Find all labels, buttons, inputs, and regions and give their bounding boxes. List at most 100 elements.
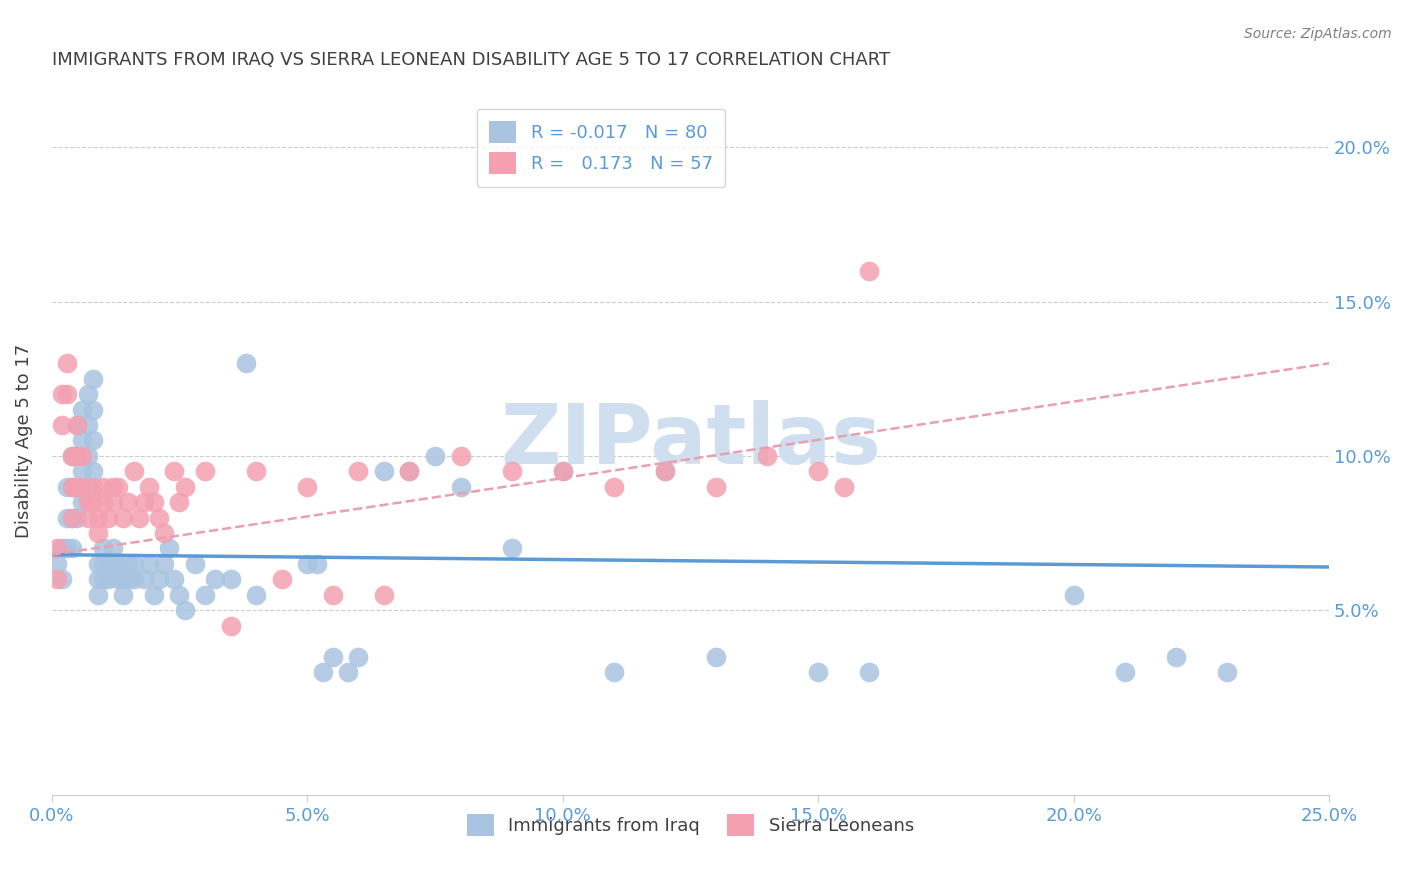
Point [122, 557, 145, 571]
Point [82, 495, 104, 509]
Point [107, 557, 129, 571]
Point [501, 464, 523, 478]
Point [101, 480, 124, 494]
Point [82, 434, 104, 448]
Point [204, 572, 226, 586]
Point [163, 464, 186, 478]
Point [112, 572, 135, 586]
Point [97, 557, 120, 571]
Text: IMMIGRANTS FROM IRAQ VS SIERRA LEONEAN DISABILITY AGE 5 TO 17 CORRELATION CHART: IMMIGRANTS FROM IRAQ VS SIERRA LEONEAN D… [52, 51, 890, 69]
Point [60, 510, 83, 524]
Point [87, 526, 110, 541]
Point [235, 356, 257, 370]
Point [858, 263, 880, 277]
Point [654, 464, 676, 478]
Point [173, 480, 195, 494]
Point [858, 665, 880, 679]
Point [398, 464, 420, 478]
Point [1216, 665, 1239, 679]
Point [307, 557, 329, 571]
Point [423, 449, 446, 463]
Point [76, 417, 98, 432]
Point [112, 510, 135, 524]
Point [450, 449, 472, 463]
Legend: Immigrants from Iraq, Sierra Leoneans: Immigrants from Iraq, Sierra Leoneans [460, 806, 921, 843]
Point [142, 588, 165, 602]
Point [87, 510, 110, 524]
Point [112, 588, 135, 602]
Point [347, 649, 370, 664]
Point [66, 480, 89, 494]
Point [337, 665, 360, 679]
Point [51, 572, 73, 586]
Point [72, 402, 94, 417]
Point [87, 557, 110, 571]
Point [51, 417, 73, 432]
Point [82, 402, 104, 417]
Point [66, 449, 89, 463]
Point [66, 449, 89, 463]
Point [551, 464, 574, 478]
Point [322, 588, 344, 602]
Point [173, 603, 195, 617]
Point [148, 510, 170, 524]
Point [60, 480, 83, 494]
Point [322, 649, 344, 664]
Point [76, 449, 98, 463]
Y-axis label: Disability Age 5 to 17: Disability Age 5 to 17 [15, 343, 32, 538]
Point [101, 541, 124, 556]
Point [219, 618, 242, 632]
Point [51, 541, 73, 556]
Point [551, 464, 574, 478]
Point [148, 572, 170, 586]
Point [807, 464, 830, 478]
Point [107, 572, 129, 586]
Point [60, 510, 83, 524]
Point [153, 526, 176, 541]
Point [270, 572, 292, 586]
Point [56, 510, 79, 524]
Point [128, 510, 150, 524]
Point [56, 356, 79, 370]
Point [157, 541, 180, 556]
Text: ZIPatlas: ZIPatlas [501, 400, 882, 481]
Point [60, 541, 83, 556]
Point [501, 541, 523, 556]
Point [72, 464, 94, 478]
Point [66, 480, 89, 494]
Point [219, 572, 242, 586]
Point [97, 572, 120, 586]
Point [72, 480, 94, 494]
Point [82, 480, 104, 494]
Point [91, 572, 114, 586]
Point [1063, 588, 1085, 602]
Point [56, 480, 79, 494]
Point [807, 665, 830, 679]
Point [91, 541, 114, 556]
Point [373, 464, 395, 478]
Point [132, 572, 155, 586]
Point [56, 387, 79, 401]
Point [194, 588, 217, 602]
Point [398, 464, 420, 478]
Point [117, 557, 139, 571]
Point [76, 387, 98, 401]
Point [169, 495, 191, 509]
Point [122, 572, 145, 586]
Point [87, 588, 110, 602]
Point [60, 449, 83, 463]
Point [91, 495, 114, 509]
Point [82, 372, 104, 386]
Point [101, 495, 124, 509]
Point [76, 495, 98, 509]
Point [51, 387, 73, 401]
Point [45, 557, 67, 571]
Point [60, 449, 83, 463]
Point [76, 510, 98, 524]
Point [169, 588, 191, 602]
Point [704, 480, 727, 494]
Point [1114, 665, 1136, 679]
Point [66, 417, 89, 432]
Point [91, 480, 114, 494]
Point [245, 464, 267, 478]
